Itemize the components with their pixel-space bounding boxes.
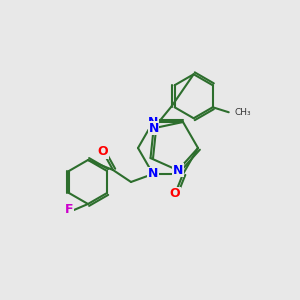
- Text: N: N: [148, 167, 158, 181]
- Text: O: O: [170, 188, 180, 200]
- Text: CH₃: CH₃: [235, 108, 251, 117]
- Text: N: N: [173, 164, 183, 177]
- Text: N: N: [148, 116, 158, 128]
- Text: F: F: [65, 203, 73, 217]
- Text: N: N: [148, 122, 159, 135]
- Text: O: O: [98, 146, 108, 158]
